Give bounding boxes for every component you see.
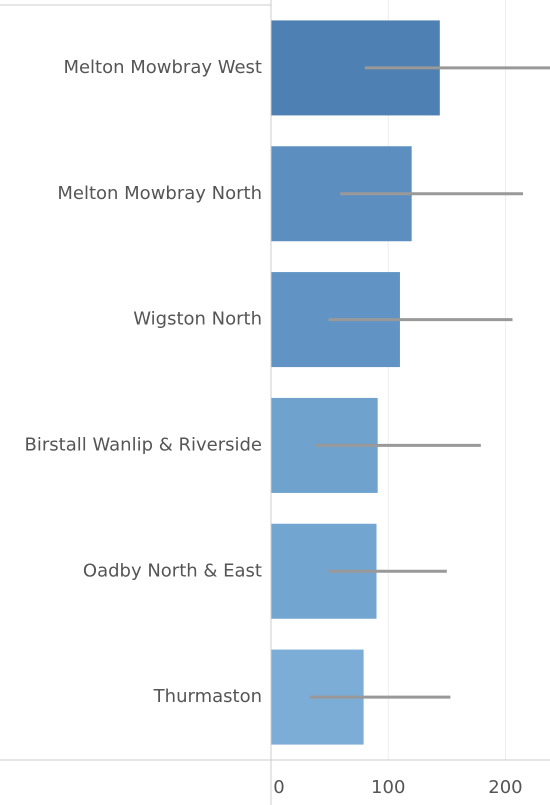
plot-area: [271, 20, 550, 745]
labels: 0 100 200 Melton Mowbray West Melton Mowbray…: [25, 57, 523, 798]
x-tick-label: 100: [371, 777, 405, 798]
y-tick-label: Birstall Wanlip & Riverside: [25, 434, 262, 455]
y-tick-label: Melton Mowbray North: [57, 183, 262, 204]
x-tick-label: 0: [273, 777, 284, 798]
y-tick-label: Thurmaston: [153, 686, 262, 707]
x-tick-label: 200: [488, 777, 522, 798]
y-tick-label: Melton Mowbray West: [63, 57, 262, 78]
y-tick-label: Wigston North: [133, 309, 262, 330]
grid: [387, 0, 506, 760]
y-tick-label: Oadby North & East: [83, 560, 262, 581]
